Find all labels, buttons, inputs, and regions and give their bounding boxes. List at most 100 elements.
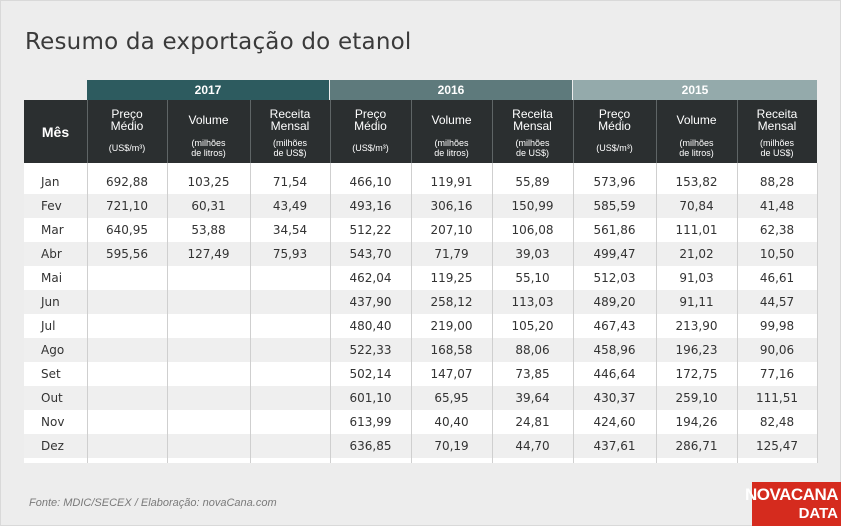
table-cell: 437,90	[349, 295, 392, 309]
table-cell: 437,61	[593, 439, 636, 453]
column-divider	[250, 163, 251, 463]
table-cell: 424,60	[593, 415, 636, 429]
table-cell: 46,61	[759, 271, 795, 285]
table-row	[24, 338, 817, 362]
table-cell	[250, 386, 330, 410]
table-cell: 446,64	[593, 367, 636, 381]
header-column-divider	[167, 100, 168, 163]
column-header-label: Volume	[676, 113, 717, 127]
logo-line-2: DATA	[798, 505, 838, 522]
table-cell: 522,33	[349, 343, 392, 357]
month-cell: Jul	[41, 319, 56, 333]
table-row	[24, 194, 817, 218]
table-cell: 39,03	[515, 247, 550, 261]
column-divider	[573, 163, 574, 463]
table-cell: 153,82	[675, 175, 718, 189]
table-cell: 595,56	[106, 247, 148, 261]
month-cell: Abr	[41, 247, 62, 261]
year-header-2016: 2016	[330, 80, 572, 100]
table-cell	[167, 410, 250, 434]
table-cell: 493,16	[349, 199, 392, 213]
column-header: Preço Médio (US$/m³)	[573, 100, 656, 163]
table-cell: 113,03	[511, 295, 554, 309]
table-cell: 60,31	[191, 199, 226, 213]
table-cell	[167, 266, 250, 290]
column-header: Receita Mensal (milhões de US$)	[737, 100, 817, 163]
column-header: Preço Médio (US$/m³)	[87, 100, 167, 163]
table-row	[24, 434, 817, 458]
table-cell: 111,01	[675, 223, 718, 237]
header-column-divider	[330, 100, 331, 163]
table-cell	[250, 434, 330, 458]
table-cell	[87, 434, 167, 458]
header-column-divider	[737, 100, 738, 163]
table-cell: 75,93	[272, 247, 308, 261]
table-cell	[250, 410, 330, 434]
table-cell: 601,10	[349, 391, 392, 405]
logo-line-1: NOVACANA	[745, 485, 838, 504]
column-header: Volume (milhões de litros)	[167, 100, 250, 163]
table-cell: 585,59	[593, 199, 636, 213]
column-header-label: Preço Médio	[598, 107, 631, 133]
table-cell: 258,12	[430, 295, 473, 309]
table-cell: 10,50	[759, 247, 795, 261]
table-cell	[250, 338, 330, 362]
column-header-label: Preço Médio	[354, 107, 387, 133]
table-cell: 150,99	[511, 199, 554, 213]
table-cell: 561,86	[593, 223, 636, 237]
table-cell: 692,88	[106, 175, 148, 189]
table-cell: 466,10	[349, 175, 392, 189]
column-header-unit: (US$/m³)	[108, 143, 146, 153]
table-cell: 207,10	[430, 223, 473, 237]
table-cell	[87, 410, 167, 434]
header-column-divider	[250, 100, 251, 163]
month-cell: Out	[41, 391, 63, 405]
table-cell	[167, 314, 250, 338]
table-cell: 119,25	[430, 271, 473, 285]
column-header-label: Volume	[188, 113, 229, 127]
table-cell: 65,95	[434, 391, 469, 405]
table-cell: 640,95	[106, 223, 148, 237]
month-cell: Mai	[41, 271, 63, 285]
table-row	[24, 290, 817, 314]
column-header-unit: (milhões de litros)	[679, 138, 714, 158]
table-cell: 41,48	[759, 199, 795, 213]
table-cell: 91,03	[679, 271, 714, 285]
table-cell: 259,10	[675, 391, 718, 405]
table-cell	[87, 362, 167, 386]
header-column-divider	[411, 100, 412, 163]
source-note: Fonte: MDIC/SECEX / Elaboração: novaCana…	[29, 497, 277, 509]
year-header-2015: 2015	[573, 80, 817, 100]
column-divider	[87, 163, 88, 463]
table-cell: 44,57	[759, 295, 795, 309]
column-header-label: Preço Médio	[110, 107, 144, 133]
header-column-divider	[492, 100, 493, 163]
table-cell	[250, 266, 330, 290]
table-cell: 499,47	[593, 247, 636, 261]
table-cell: 127,49	[187, 247, 230, 261]
header-column-divider	[87, 100, 88, 163]
table-cell	[167, 362, 250, 386]
column-header-label: Receita Mensal	[269, 107, 311, 133]
table-cell	[167, 290, 250, 314]
table-cell: 34,54	[272, 223, 308, 237]
column-header-label: Receita Mensal	[756, 107, 798, 133]
table-cell	[87, 314, 167, 338]
month-cell: Nov	[41, 415, 65, 429]
column-header: Volume (milhões de litros)	[411, 100, 492, 163]
table-cell	[87, 290, 167, 314]
header-column-divider	[656, 100, 657, 163]
table-cell: 90,06	[759, 343, 795, 357]
column-header-unit: (milhões de US$)	[515, 138, 550, 158]
table-cell	[250, 362, 330, 386]
column-header-label: Receita Mensal	[512, 107, 553, 133]
table-cell: 103,25	[187, 175, 230, 189]
column-divider	[656, 163, 657, 463]
table-cell: 613,99	[349, 415, 392, 429]
table-cell	[87, 338, 167, 362]
table-cell: 71,79	[434, 247, 469, 261]
column-header: Receita Mensal (milhões de US$)	[250, 100, 330, 163]
table-cell: 213,90	[675, 319, 718, 333]
table-cell: 44,70	[515, 439, 550, 453]
table-cell	[167, 338, 250, 362]
